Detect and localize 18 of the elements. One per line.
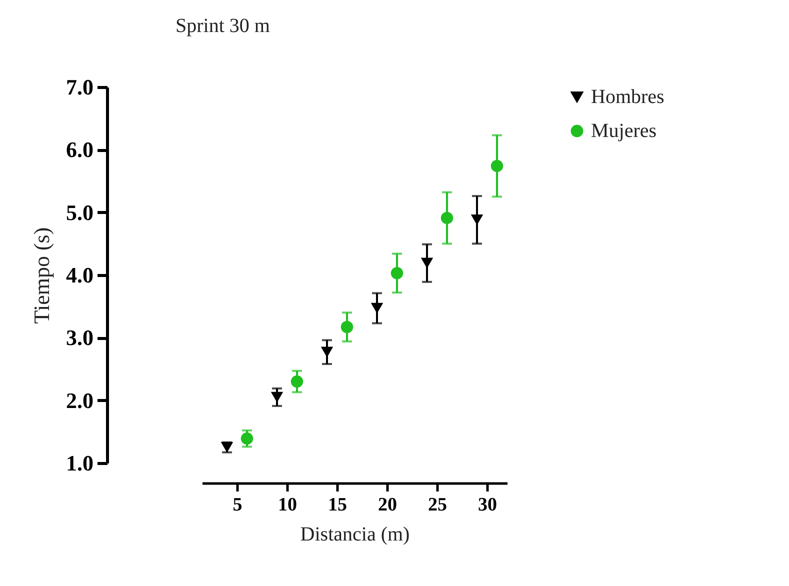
x-tick-label: 30 <box>478 494 497 516</box>
legend-label: Mujeres <box>591 120 657 142</box>
y-axis-title: Tiempo (s) <box>29 227 54 324</box>
y-tick-label: 7.0 <box>66 74 94 100</box>
chart-title: Sprint 30 m <box>176 15 270 37</box>
y-tick-label: 6.0 <box>66 137 94 162</box>
y-tick-label: 4.0 <box>66 262 94 288</box>
x-tick-label: 15 <box>328 494 347 516</box>
x-tick-label: 20 <box>378 494 397 516</box>
y-tick-label: 5.0 <box>66 200 94 225</box>
x-tick-label: 5 <box>232 494 242 516</box>
x-axis-title: Distancia (m) <box>300 524 410 546</box>
x-tick-label: 25 <box>428 494 447 516</box>
y-tick-label: 1.0 <box>66 450 94 476</box>
x-tick-label: 10 <box>278 494 297 516</box>
y-tick-label: 3.0 <box>66 325 94 350</box>
legend-label: Hombres <box>591 86 665 108</box>
y-tick-label: 2.0 <box>66 388 94 413</box>
